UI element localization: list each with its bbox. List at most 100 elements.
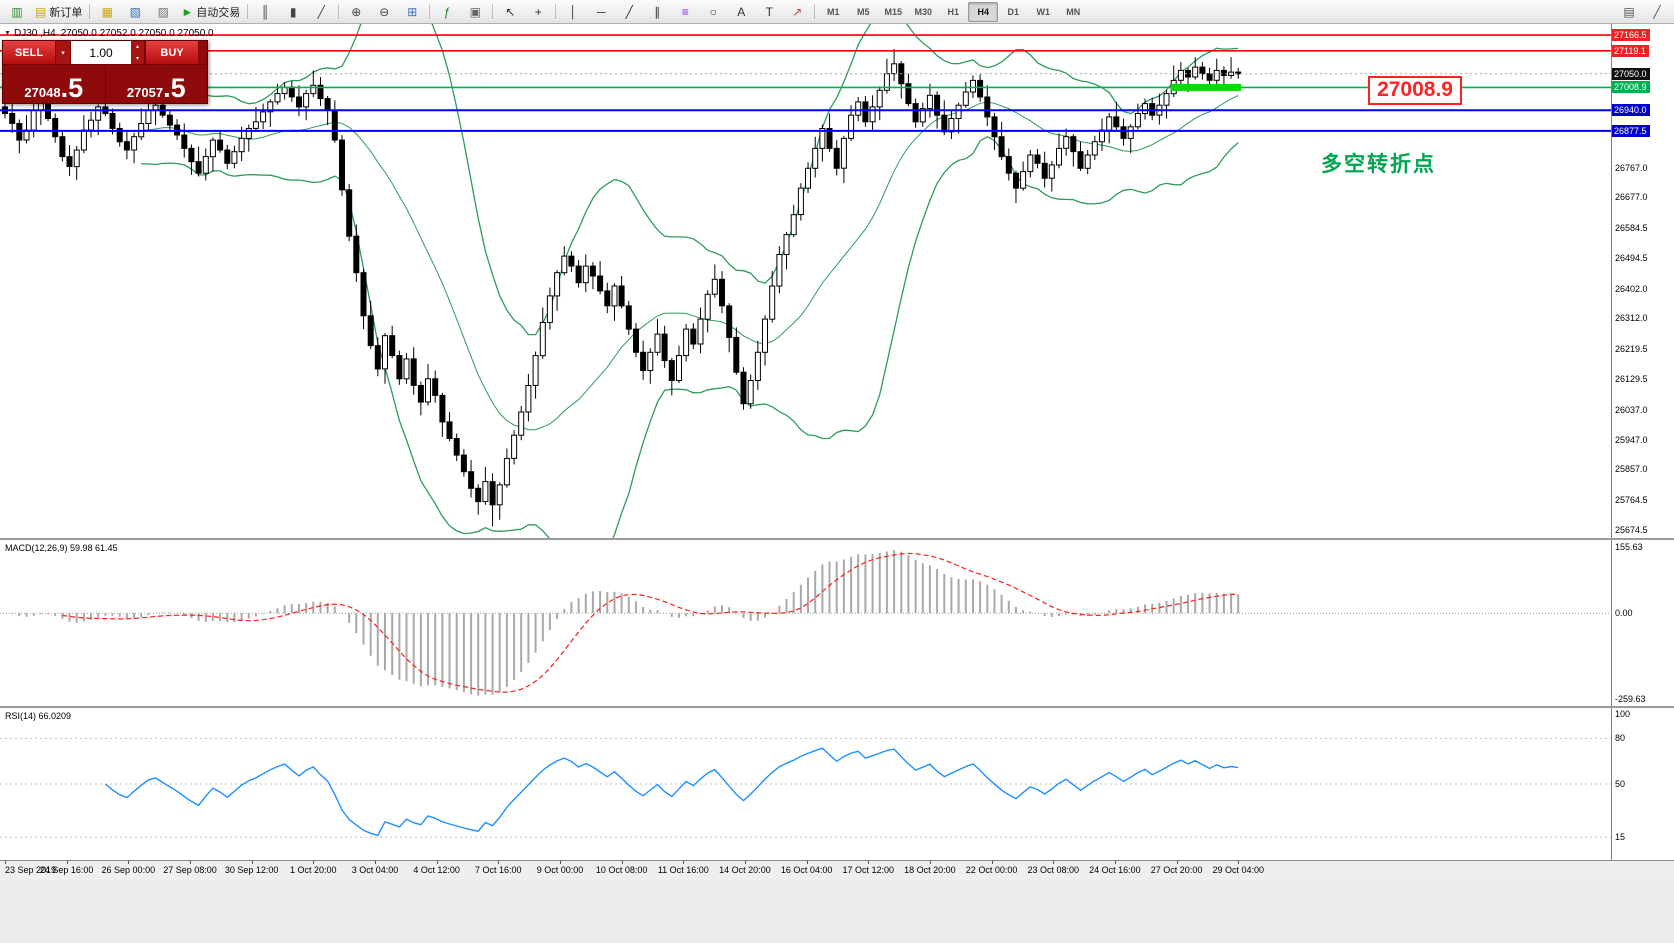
price-axis-badge: 27119.1 xyxy=(1612,44,1649,57)
templates-button[interactable]: ▣ xyxy=(461,1,489,23)
time-axis-label: 24 Oct 16:00 xyxy=(1089,865,1141,875)
highlight-segment[interactable] xyxy=(1170,83,1242,91)
chart-annotation: 多空转折点 xyxy=(1321,153,1436,176)
channel-icon: ∥ xyxy=(654,4,661,19)
volume-input[interactable] xyxy=(71,41,131,64)
time-axis-tick xyxy=(621,861,623,864)
timeframe-h1[interactable]: H1 xyxy=(947,6,959,17)
time-axis-tick xyxy=(1176,861,1178,864)
time-axis-tick xyxy=(498,861,500,864)
volume-up-button[interactable]: ▴ xyxy=(131,41,144,53)
macd-signal-line xyxy=(62,552,1239,693)
timeframe-m30[interactable]: M30 xyxy=(914,6,932,17)
candlestick-chart-button[interactable]: ▮ xyxy=(279,1,307,23)
price-axis-tick: 25674.5 xyxy=(1615,524,1648,535)
crosshair-button[interactable]: + xyxy=(524,1,552,23)
time-axis-label: 16 Oct 04:00 xyxy=(780,865,833,875)
sell-price[interactable]: 27048.5 xyxy=(3,65,106,103)
shapes-icon: ○ xyxy=(709,4,717,19)
time-axis-tick xyxy=(929,861,931,864)
volume-dropdown-button[interactable]: ▾ xyxy=(56,41,71,64)
price-axis-tick: 25947.0 xyxy=(1615,434,1648,445)
timeframe-m15[interactable]: M15 xyxy=(884,6,902,17)
label-button[interactable]: T xyxy=(755,1,783,23)
channel-button[interactable]: ∥ xyxy=(643,1,671,23)
vertical-line-button[interactable]: │ xyxy=(559,1,587,23)
zoom-out-icon: ⊖ xyxy=(379,4,390,19)
toolbar-separator xyxy=(814,4,816,19)
arrows-icon: ↗ xyxy=(792,4,803,19)
macd-canvas[interactable] xyxy=(0,540,1612,706)
fibonacci-icon: ≡ xyxy=(681,4,689,19)
toolbar-separator xyxy=(429,4,431,19)
price-chart-canvas[interactable] xyxy=(0,24,1612,538)
timeframe-m1[interactable]: M1 xyxy=(826,6,840,17)
time-axis-label: 27 Oct 20:00 xyxy=(1150,865,1203,875)
text-icon: A xyxy=(737,4,746,19)
tile-windows-button[interactable]: ⊞ xyxy=(398,1,426,23)
timeframe-mn[interactable]: MN xyxy=(1066,6,1081,17)
price-axis-tick: 26219.5 xyxy=(1615,344,1648,355)
navigator-button[interactable]: ▧ xyxy=(121,1,149,23)
market-watch-button[interactable]: ▦ xyxy=(93,1,121,23)
sell-price-fraction: .5 xyxy=(60,73,84,103)
macd-axis-max: 155.63 xyxy=(1615,542,1643,552)
price-axis-tick: 26312.0 xyxy=(1615,313,1648,324)
macd-axis: 155.63 0.00 -259.63 xyxy=(1611,540,1674,706)
new-chart-icon: ▥ xyxy=(11,4,23,19)
time-axis-label: 22 Oct 00:00 xyxy=(965,865,1018,875)
buy-price[interactable]: 27057.5 xyxy=(106,65,208,103)
cursor-button[interactable]: ↖ xyxy=(496,1,524,23)
autotrade-button[interactable]: ► 自动交易 xyxy=(177,1,244,23)
buy-button[interactable]: BUY xyxy=(145,41,198,64)
rsi-axis-label: 100 xyxy=(1615,709,1631,719)
indicators-button[interactable]: ƒ xyxy=(433,1,461,23)
rsi-canvas[interactable] xyxy=(0,708,1612,860)
timeframe-w1[interactable]: W1 xyxy=(1036,6,1050,17)
price-axis-tick: 26037.0 xyxy=(1615,404,1648,415)
price-axis-tick: 26767.0 xyxy=(1615,162,1648,173)
time-axis-tick xyxy=(436,861,438,864)
shapes-button[interactable]: ○ xyxy=(699,1,727,23)
timeframe-m5[interactable]: M5 xyxy=(856,6,870,17)
zoom-in-button[interactable]: ⊕ xyxy=(342,1,370,23)
text-button[interactable]: A xyxy=(727,1,755,23)
arrows-button[interactable]: ↗ xyxy=(783,1,811,23)
trendline-button[interactable]: ╱ xyxy=(615,1,643,23)
label-icon: T xyxy=(765,4,773,19)
fibonacci-button[interactable]: ≡ xyxy=(671,1,699,23)
horizontal-line-button[interactable]: ─ xyxy=(587,1,615,23)
one-click-collapse-icon[interactable]: ▼ xyxy=(4,30,11,37)
line-chart-button[interactable]: ╱ xyxy=(307,1,335,23)
bar-chart-button[interactable]: ║ xyxy=(251,1,279,23)
time-axis-label: 11 Oct 16:00 xyxy=(657,865,709,875)
price-axis-tick: 26129.5 xyxy=(1615,373,1648,384)
sell-price-main: 27048 xyxy=(24,85,61,100)
new-chart-button[interactable]: ▥ xyxy=(3,1,31,23)
new-order-button[interactable]: ▤ 新订单 xyxy=(31,1,86,23)
autotrade-button-label: 自动交易 xyxy=(196,6,241,19)
price-axis-badge: 27008.9 xyxy=(1612,81,1650,94)
terminal-button[interactable]: ▨ xyxy=(149,1,177,23)
timeframe-h4[interactable]: H4 xyxy=(968,1,999,22)
pencil-button[interactable]: ╱ xyxy=(1653,4,1661,19)
time-axis-tick xyxy=(1053,861,1055,864)
time-axis-tick xyxy=(806,861,808,864)
layout-button[interactable]: ▤ xyxy=(1623,4,1635,19)
zoom-out-button[interactable]: ⊖ xyxy=(370,1,398,23)
time-axis-label: 24 Sep 16:00 xyxy=(39,865,94,875)
macd-label: MACD(12,26,9) 59.98 61.45 xyxy=(5,543,118,553)
time-axis-label: 17 Oct 12:00 xyxy=(842,865,895,875)
price-callout: 27008.9 xyxy=(1368,76,1462,105)
sell-button[interactable]: SELL xyxy=(3,41,56,64)
horizontal-line-objects[interactable] xyxy=(0,34,1612,132)
candlestick-chart-icon: ▮ xyxy=(289,4,297,19)
new-order-icon: ▤ xyxy=(35,4,47,19)
time-axis-label: 14 Oct 20:00 xyxy=(719,865,771,875)
navigator-icon: ▧ xyxy=(129,4,142,19)
price-axis-tick: 25764.5 xyxy=(1615,495,1648,506)
time-axis-tick xyxy=(683,861,685,864)
toolbar-separator xyxy=(555,4,557,19)
timeframe-d1[interactable]: D1 xyxy=(1007,6,1019,17)
volume-down-button[interactable]: ▾ xyxy=(131,52,144,64)
